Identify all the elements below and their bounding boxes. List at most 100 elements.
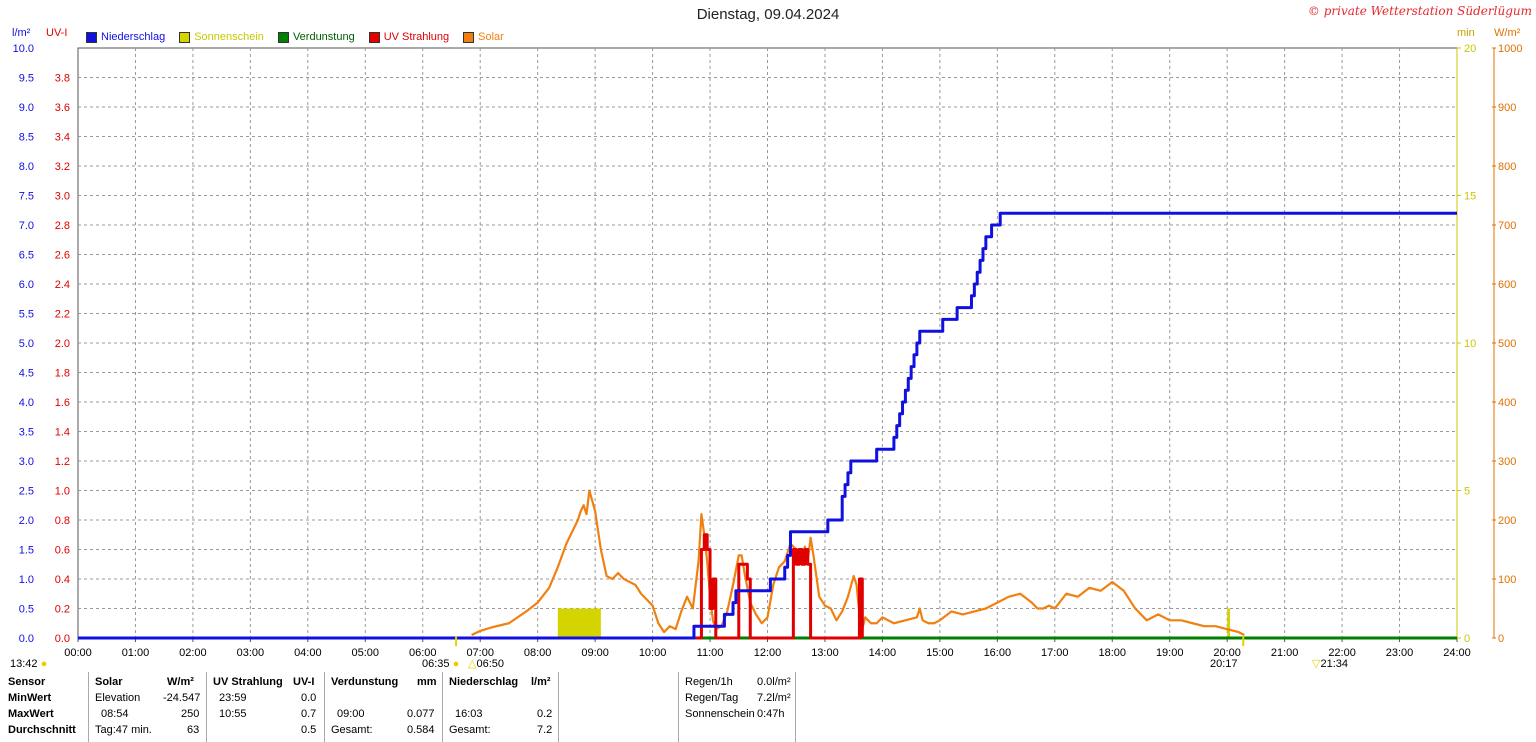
station-credit: © private Wetterstation Süderlügum [1307, 4, 1532, 18]
uv-unit: UV-I [293, 676, 315, 688]
uv-tick-label: 1.2 [55, 456, 70, 468]
x-tick-label: 12:00 [754, 647, 782, 659]
x-tick-label: 17:00 [1041, 647, 1069, 659]
x-tick-label: 20:00 [1213, 647, 1241, 659]
verdunstung-total-label: Gesamt: [331, 724, 373, 736]
precip-tick-label: 6.5 [19, 250, 34, 262]
precip-tick-label: 8.5 [19, 132, 34, 144]
x-tick-label: 05:00 [352, 647, 380, 659]
precip-tick-label: 6.0 [19, 279, 34, 291]
solar-tick-label: 600 [1498, 279, 1516, 291]
unit-solar-label: W/m² [1494, 27, 1521, 39]
uv-tick-label: 2.0 [55, 338, 70, 350]
legend-swatch [86, 31, 97, 43]
x-tick-label: 13:00 [811, 647, 839, 659]
uv-min-time: 23:59 [219, 692, 247, 704]
uv-tick-label: 3.4 [55, 132, 70, 144]
niederschlag-unit: l/m² [531, 676, 551, 688]
sunshine-tick-label: 5 [1464, 486, 1470, 498]
precip-tick-label: 3.0 [19, 456, 34, 468]
solar-unit: W/m² [167, 676, 194, 688]
precip-tick-label: 5.0 [19, 338, 34, 350]
niederschlag-header: Niederschlag [449, 676, 519, 688]
solar-tick-label: 200 [1498, 515, 1516, 527]
legend-item-niederschlag: Niederschlag [86, 31, 165, 43]
solar-tick-label: 700 [1498, 220, 1516, 232]
uv-tick-label: 1.0 [55, 486, 70, 498]
legend-label: UV Strahlung [383, 31, 450, 43]
uv-tick-label: 0.8 [55, 515, 70, 527]
precip-tick-label: 1.5 [19, 545, 34, 557]
chart-title: Dienstag, 09.04.2024 [696, 6, 840, 23]
stats-summary-column: Regen/1h 0.0l/m² Regen/Tag 7.2l/m² Sonne… [678, 672, 796, 742]
uv-tick-label: 3.6 [55, 102, 70, 114]
x-tick-label: 18:00 [1098, 647, 1126, 659]
sunshine-tick-label: 10 [1464, 338, 1476, 350]
sunshine-tick-label: 15 [1464, 191, 1476, 203]
sunshine-bar [1227, 608, 1231, 638]
precip-tick-label: 3.5 [19, 427, 34, 439]
uv-series-line [695, 533, 864, 640]
sunrise-marker: 06:35 ● [422, 658, 460, 670]
x-tick-label: 07:00 [466, 647, 494, 659]
precip-tick-label: 9.5 [19, 73, 34, 85]
precip-tick-label: 0.5 [19, 604, 34, 616]
precip-tick-label: 2.0 [19, 515, 34, 527]
x-tick-label: 00:00 [64, 647, 92, 659]
solar-tick-label: 100 [1498, 574, 1516, 586]
summary-sunshine-value: 0:47h [757, 708, 785, 720]
stats-table: Sensor MinWert MaxWert Durchschnitt Sola… [0, 672, 1536, 742]
stats-row-avg: Durchschnitt [8, 724, 76, 736]
current-time-marker: 13:42 ● [10, 658, 48, 670]
summary-sunshine-label: Sonnenschein [685, 708, 755, 720]
stats-header-sensor: Sensor [8, 676, 46, 688]
precip-tick-label: 10.0 [13, 43, 34, 55]
x-tick-label: 10:00 [639, 647, 667, 659]
legend-item-solar: Solar [463, 31, 504, 43]
uv-tick-label: 3.0 [55, 191, 70, 203]
sunshine-bar [557, 608, 601, 638]
legend-label: Niederschlag [101, 31, 166, 43]
precip-tick-label: 0.0 [19, 633, 34, 645]
precip-tick-label: 7.5 [19, 191, 34, 203]
uv-tick-label: 2.4 [55, 279, 70, 291]
verdunstung-max-time: 09:00 [337, 708, 365, 720]
verdunstung-unit: mm [417, 676, 437, 688]
uv-max-value: 0.7 [301, 708, 317, 720]
sunset-marker: 20:17 [1210, 658, 1238, 670]
uv-tick-label: 1.4 [55, 427, 70, 439]
x-tick-label: 09:00 [581, 647, 609, 659]
solar-tick-label: 0 [1498, 633, 1504, 645]
niederschlag-max-time: 16:03 [455, 708, 483, 720]
x-tick-label: 22:00 [1328, 647, 1356, 659]
verdunstung-max-value: 0.077 [407, 708, 435, 720]
civil-dawn-marker: △06:50 [468, 658, 504, 670]
legend-item-sonnenschein: Sonnenschein [179, 31, 264, 43]
uv-tick-label: 0.4 [55, 574, 70, 586]
x-tick-label: 02:00 [179, 647, 207, 659]
solar-avg-value: 63 [187, 724, 200, 736]
unit-precip-label: l/m² [12, 27, 31, 39]
niederschlag-total-label: Gesamt: [449, 724, 491, 736]
uv-tick-label: 0.0 [55, 633, 70, 645]
x-tick-label: 01:00 [122, 647, 150, 659]
legend-swatch [368, 31, 380, 43]
stats-row-min: MinWert [8, 692, 52, 704]
precip-tick-label: 2.5 [19, 486, 34, 498]
x-tick-label: 11:00 [697, 647, 724, 659]
legend-item-verdunstung: Verdunstung [277, 31, 355, 43]
precip-tick-label: 7.0 [19, 220, 34, 232]
weather-chart: 00:00 01:00 02:00 03:00 04:00 05:00 06:00 07:00… [13, 43, 1523, 659]
stats-niederschlag-column: Niederschlag l/m² 16:03 0.2 Gesamt: 7.2 [442, 672, 559, 742]
x-tick-label: 14:00 [869, 647, 897, 659]
uv-tick-label: 3.8 [55, 73, 70, 85]
uv-tick-label: 0.2 [55, 604, 70, 616]
x-tick-label: 21:00 [1271, 647, 1299, 659]
stats-uv-column: UV Strahlung UV-I 23:59 0.0 10:55 0.7 0.… [206, 672, 325, 742]
stats-row-max: MaxWert [8, 708, 54, 720]
x-tick-label: 24:00 [1443, 647, 1471, 659]
legend-label: Solar [478, 31, 504, 43]
uv-tick-label: 3.2 [55, 161, 70, 173]
solar-avg-label: Tag:47 min. [95, 724, 152, 736]
solar-tick-label: 300 [1498, 456, 1516, 468]
